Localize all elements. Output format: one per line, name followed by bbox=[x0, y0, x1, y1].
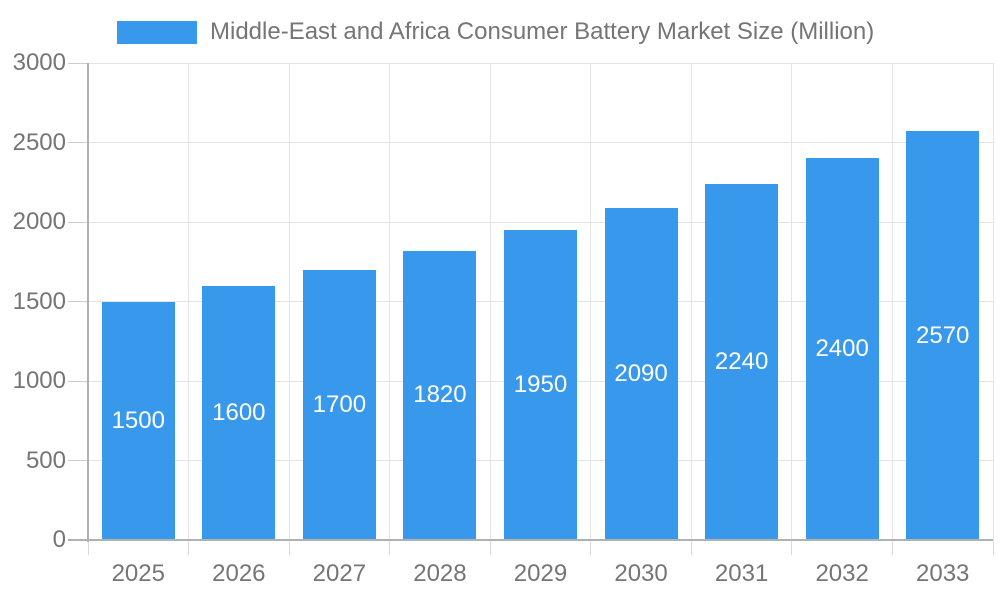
bar bbox=[805, 158, 879, 539]
y-axis-label: 500 bbox=[25, 446, 66, 474]
bar bbox=[906, 131, 980, 539]
x-gridline bbox=[188, 63, 190, 540]
x-axis-tick bbox=[791, 540, 793, 555]
y-axis-tick bbox=[68, 142, 88, 143]
x-axis-label: 2031 bbox=[714, 560, 769, 587]
x-axis-label: 2028 bbox=[413, 560, 467, 587]
x-gridline bbox=[489, 63, 491, 540]
bar-value-label: 2240 bbox=[714, 347, 769, 375]
x-axis-tick bbox=[87, 540, 89, 555]
y-axis-label: 2500 bbox=[12, 128, 66, 156]
y-axis-tick bbox=[68, 460, 88, 461]
x-axis-label: 2029 bbox=[513, 560, 568, 587]
x-axis-label: 2025 bbox=[111, 560, 165, 587]
x-gridline bbox=[288, 63, 290, 540]
x-gridline bbox=[690, 63, 692, 540]
y-gridline bbox=[88, 221, 993, 223]
x-gridline bbox=[992, 63, 994, 540]
y-gridline bbox=[88, 142, 993, 143]
x-axis-tick bbox=[590, 540, 592, 555]
x-axis-tick bbox=[891, 540, 893, 555]
y-axis-label: 1500 bbox=[12, 287, 66, 315]
x-gridline bbox=[389, 63, 391, 540]
x-gridline bbox=[590, 63, 592, 540]
x-axis-line bbox=[68, 539, 993, 541]
y-axis-label: 2000 bbox=[12, 208, 66, 235]
x-gridline bbox=[791, 63, 793, 540]
bar bbox=[604, 207, 678, 539]
y-axis-line bbox=[87, 63, 89, 542]
bar bbox=[403, 250, 477, 539]
x-axis-label: 2033 bbox=[916, 560, 970, 587]
bar bbox=[202, 285, 276, 539]
bar-value-label: 2090 bbox=[614, 359, 668, 387]
x-axis-label: 2027 bbox=[312, 560, 367, 587]
bar-value-label: 1600 bbox=[212, 398, 266, 426]
y-axis-label: 1000 bbox=[12, 367, 66, 394]
x-axis-label: 2026 bbox=[212, 560, 266, 587]
x-axis-label: 2032 bbox=[815, 560, 869, 587]
x-axis-tick bbox=[389, 540, 391, 555]
bar-value-label: 1820 bbox=[413, 381, 467, 409]
bar bbox=[504, 229, 577, 539]
x-axis-tick bbox=[288, 540, 290, 555]
x-axis-tick bbox=[992, 540, 994, 555]
bar bbox=[101, 301, 175, 539]
y-axis-label: 3000 bbox=[12, 49, 66, 76]
x-axis-tick bbox=[690, 540, 692, 555]
bar-value-label: 1700 bbox=[312, 390, 367, 418]
bar-value-label: 1950 bbox=[513, 370, 568, 398]
y-gridline bbox=[88, 62, 993, 64]
legend-item[interactable]: Middle-East and Africa Consumer Battery … bbox=[117, 18, 875, 45]
x-axis-label: 2030 bbox=[614, 560, 668, 587]
x-axis-tick bbox=[489, 540, 491, 555]
y-axis-tick bbox=[68, 221, 88, 223]
bar-value-label: 2570 bbox=[916, 321, 970, 349]
y-axis-tick bbox=[68, 62, 88, 64]
x-gridline bbox=[891, 63, 893, 540]
chart-title: Middle-East and Africa Consumer Battery … bbox=[210, 18, 875, 45]
x-axis-tick bbox=[188, 540, 190, 555]
bar bbox=[705, 183, 779, 539]
bar-value-label: 1500 bbox=[111, 406, 165, 434]
bar bbox=[302, 269, 376, 539]
legend-swatch bbox=[117, 20, 197, 44]
y-axis-tick bbox=[68, 380, 88, 382]
y-axis-tick bbox=[68, 301, 88, 302]
y-axis-label: 0 bbox=[52, 526, 66, 553]
bar-value-label: 2400 bbox=[815, 335, 869, 363]
